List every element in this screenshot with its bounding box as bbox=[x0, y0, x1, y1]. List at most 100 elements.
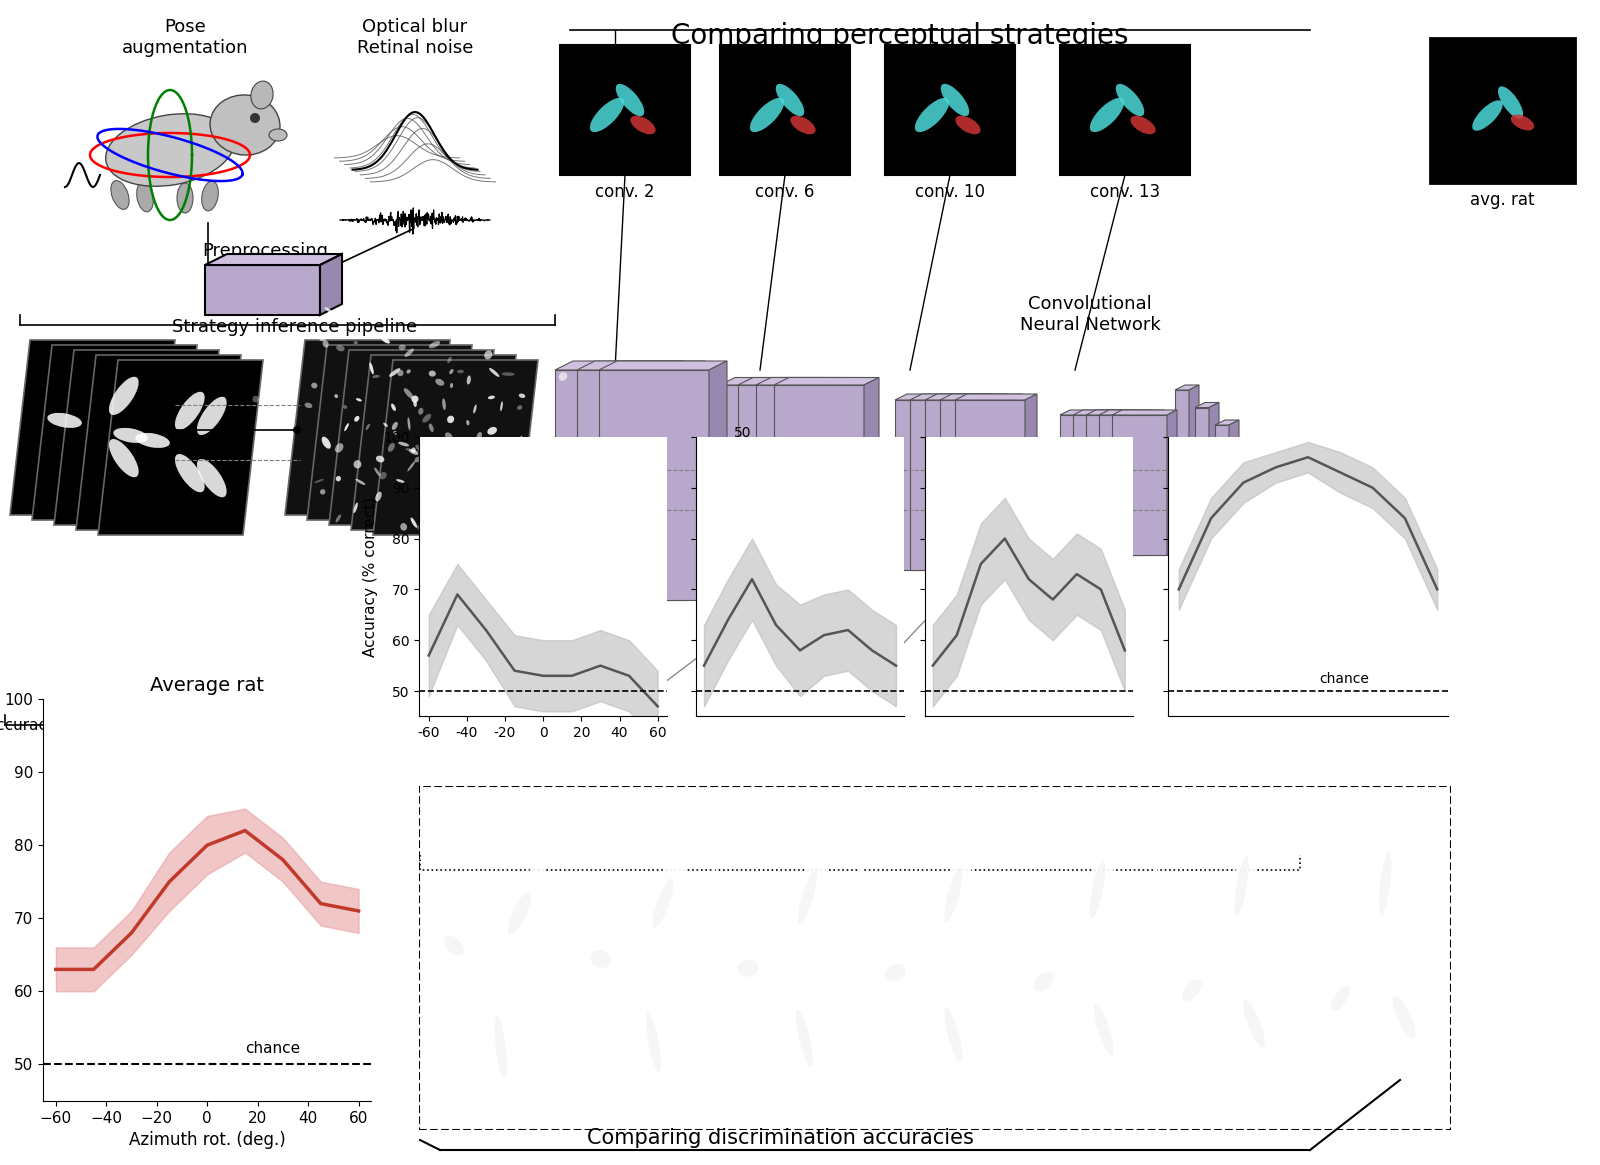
Ellipse shape bbox=[478, 476, 482, 487]
Ellipse shape bbox=[109, 439, 139, 478]
Ellipse shape bbox=[528, 456, 534, 466]
Polygon shape bbox=[925, 400, 995, 570]
Polygon shape bbox=[1195, 402, 1219, 408]
Ellipse shape bbox=[515, 306, 518, 313]
Ellipse shape bbox=[381, 301, 392, 311]
Polygon shape bbox=[1086, 410, 1150, 415]
Ellipse shape bbox=[394, 431, 397, 435]
Ellipse shape bbox=[322, 437, 331, 449]
Ellipse shape bbox=[792, 838, 829, 944]
Text: Convolutional
Neural Network: Convolutional Neural Network bbox=[1019, 295, 1160, 334]
Ellipse shape bbox=[616, 84, 645, 116]
Ellipse shape bbox=[944, 867, 962, 923]
Ellipse shape bbox=[499, 863, 546, 949]
Ellipse shape bbox=[630, 115, 656, 134]
Text: 50: 50 bbox=[734, 426, 752, 440]
Ellipse shape bbox=[392, 422, 398, 430]
Ellipse shape bbox=[491, 530, 498, 537]
Ellipse shape bbox=[416, 445, 422, 453]
Polygon shape bbox=[1166, 410, 1178, 555]
Ellipse shape bbox=[466, 507, 469, 510]
FancyBboxPatch shape bbox=[720, 45, 850, 175]
Ellipse shape bbox=[114, 428, 147, 443]
Ellipse shape bbox=[776, 84, 805, 116]
Ellipse shape bbox=[357, 398, 362, 402]
Polygon shape bbox=[598, 361, 726, 370]
Ellipse shape bbox=[1174, 961, 1214, 1005]
Ellipse shape bbox=[590, 98, 624, 132]
Text: chance: chance bbox=[245, 1042, 301, 1057]
Ellipse shape bbox=[424, 454, 434, 463]
Circle shape bbox=[166, 426, 174, 435]
Ellipse shape bbox=[536, 383, 546, 390]
Ellipse shape bbox=[334, 443, 344, 453]
Ellipse shape bbox=[48, 412, 82, 428]
Polygon shape bbox=[829, 377, 843, 585]
Polygon shape bbox=[1074, 415, 1128, 555]
Ellipse shape bbox=[253, 396, 259, 402]
Polygon shape bbox=[373, 360, 538, 535]
Ellipse shape bbox=[110, 181, 130, 210]
Ellipse shape bbox=[336, 345, 344, 352]
Ellipse shape bbox=[939, 833, 974, 942]
Ellipse shape bbox=[915, 98, 949, 132]
Ellipse shape bbox=[1472, 100, 1502, 130]
Polygon shape bbox=[1115, 410, 1125, 555]
Ellipse shape bbox=[486, 517, 491, 523]
Polygon shape bbox=[720, 377, 826, 384]
Polygon shape bbox=[720, 384, 810, 585]
Polygon shape bbox=[686, 361, 706, 600]
Ellipse shape bbox=[474, 404, 477, 414]
Ellipse shape bbox=[174, 391, 205, 430]
Ellipse shape bbox=[413, 401, 418, 407]
Ellipse shape bbox=[491, 977, 515, 1103]
Ellipse shape bbox=[944, 1008, 962, 1062]
Ellipse shape bbox=[323, 340, 328, 347]
Ellipse shape bbox=[507, 474, 510, 479]
Ellipse shape bbox=[376, 456, 384, 463]
Ellipse shape bbox=[390, 403, 395, 411]
Polygon shape bbox=[1099, 410, 1165, 415]
Polygon shape bbox=[10, 340, 174, 515]
Polygon shape bbox=[1010, 394, 1022, 570]
Ellipse shape bbox=[1182, 980, 1202, 1001]
Ellipse shape bbox=[467, 439, 470, 442]
Polygon shape bbox=[774, 377, 878, 384]
Polygon shape bbox=[320, 254, 342, 315]
Ellipse shape bbox=[411, 517, 418, 528]
Ellipse shape bbox=[384, 423, 387, 426]
Ellipse shape bbox=[389, 368, 400, 376]
Ellipse shape bbox=[397, 369, 403, 376]
Ellipse shape bbox=[438, 532, 443, 539]
Ellipse shape bbox=[336, 515, 341, 522]
Ellipse shape bbox=[410, 450, 419, 454]
Ellipse shape bbox=[373, 375, 379, 379]
Ellipse shape bbox=[450, 383, 453, 388]
Ellipse shape bbox=[1331, 987, 1350, 1011]
Ellipse shape bbox=[445, 432, 453, 440]
Polygon shape bbox=[555, 361, 683, 370]
Ellipse shape bbox=[878, 948, 918, 983]
Ellipse shape bbox=[411, 592, 414, 600]
Ellipse shape bbox=[1130, 115, 1155, 134]
Ellipse shape bbox=[558, 373, 568, 381]
Ellipse shape bbox=[376, 492, 382, 501]
Ellipse shape bbox=[445, 478, 451, 481]
Ellipse shape bbox=[442, 398, 446, 410]
Polygon shape bbox=[1074, 410, 1138, 415]
Ellipse shape bbox=[418, 408, 424, 415]
Ellipse shape bbox=[485, 516, 490, 520]
Ellipse shape bbox=[955, 115, 981, 134]
Ellipse shape bbox=[374, 467, 381, 476]
Title: Average rat: Average rat bbox=[150, 676, 264, 694]
Text: Comparing perceptual strategies: Comparing perceptual strategies bbox=[672, 22, 1128, 50]
Ellipse shape bbox=[379, 472, 387, 479]
Ellipse shape bbox=[304, 403, 312, 408]
Polygon shape bbox=[1210, 402, 1219, 582]
Text: conv. 13: conv. 13 bbox=[1090, 183, 1160, 202]
Polygon shape bbox=[1112, 415, 1166, 555]
Ellipse shape bbox=[344, 423, 349, 431]
Ellipse shape bbox=[486, 332, 490, 338]
Ellipse shape bbox=[653, 878, 674, 929]
Ellipse shape bbox=[795, 1010, 813, 1066]
